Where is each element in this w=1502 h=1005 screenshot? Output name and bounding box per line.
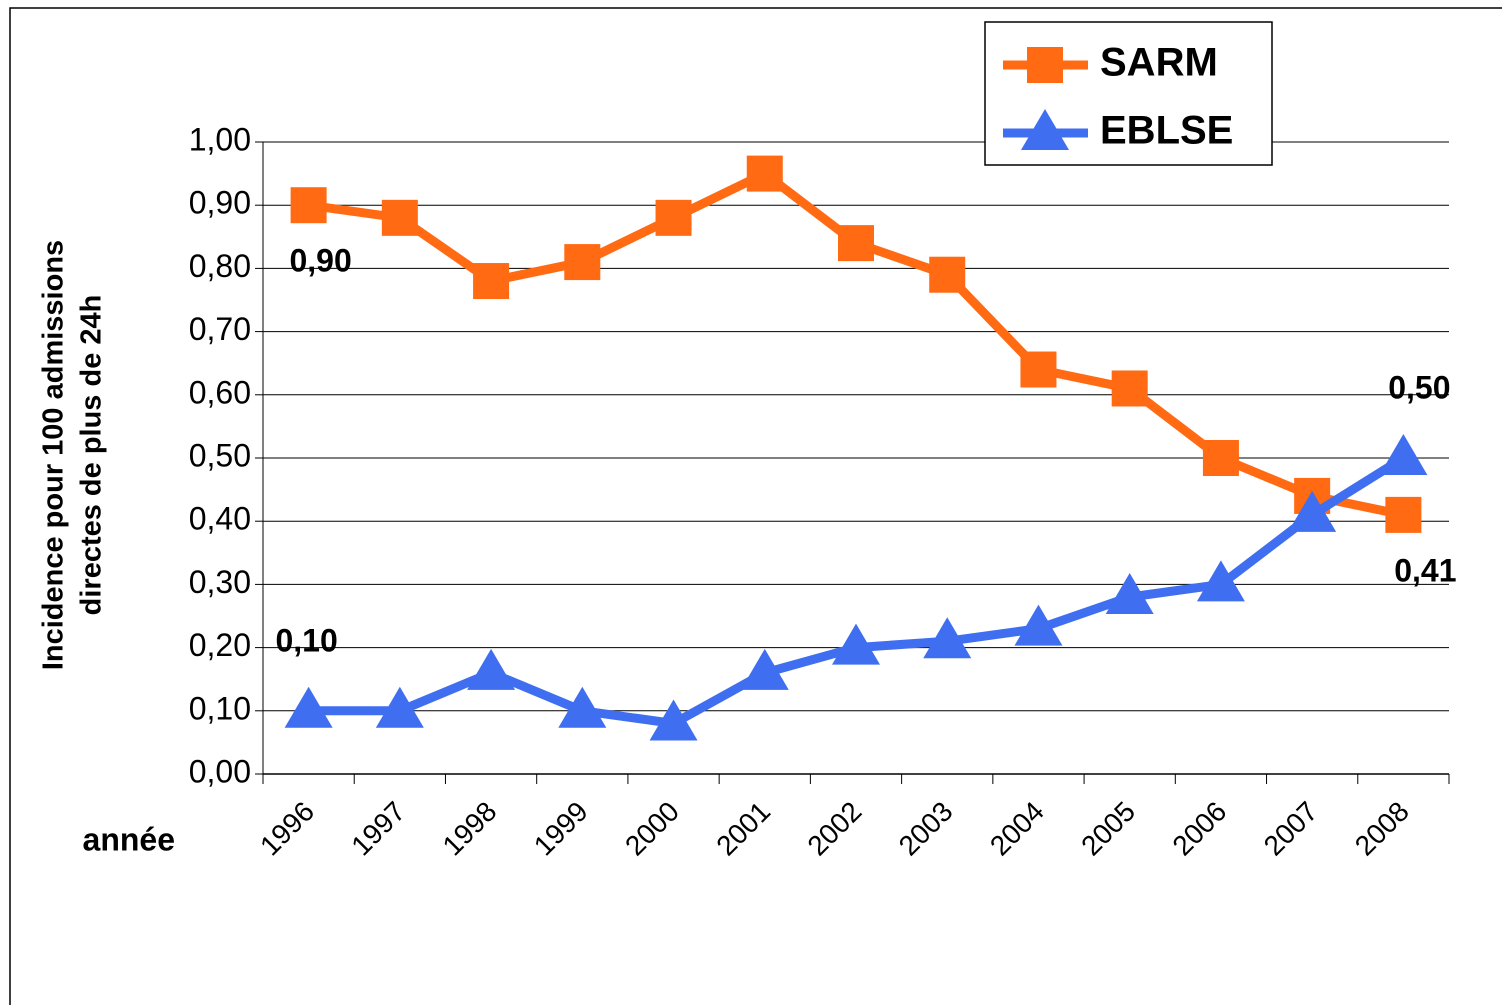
data-label: 0,41 [1394,552,1456,588]
y-tick-label: 0,00 [189,753,251,789]
y-axis-title-line: Incidence pour 100 admissions [38,240,70,670]
y-tick-label: 0,70 [189,311,251,347]
data-point [564,244,601,281]
y-axis-title: Incidence pour 100 admissions directes d… [38,240,108,670]
x-tick-label: 2002 [801,796,867,862]
x-tick-label: 2004 [984,796,1050,862]
x-tick-label: 2001 [710,796,776,862]
data-point [375,686,424,728]
data-point [838,225,874,262]
data-point [746,155,783,192]
legend-label: EBLSE [1100,109,1233,153]
data-point [929,256,966,293]
data-point [558,686,607,728]
data-point [1202,440,1239,476]
data-point [649,699,698,741]
x-tick-label: 2005 [1075,796,1141,862]
x-tick-label: 1997 [345,796,411,862]
x-tick-label: 2003 [893,796,959,862]
data-point [1379,434,1428,475]
data-point [1020,351,1057,388]
legend-label: SARM [1100,41,1218,85]
x-tick-label: 2000 [619,796,685,862]
y-tick-label: 0,90 [189,185,251,221]
y-tick-label: 0,20 [189,627,251,663]
x-axis-title: année [83,821,175,857]
y-tick-label: 0,30 [189,564,251,600]
data-label: 0,10 [275,622,337,658]
x-tick-label: 2007 [1258,796,1324,862]
data-point [740,648,789,690]
y-axis-title-line: directes de plus de 24h [76,295,108,616]
data-point [284,686,333,728]
legend: SARM EBLSE [984,21,1273,166]
x-tick-label: 1998 [437,796,503,862]
y-tick-label: 0,40 [189,501,251,537]
data-point [467,648,516,690]
data-point [923,617,972,659]
y-tick-label: 0,50 [189,437,251,473]
y-tick-label: 0,60 [189,374,251,410]
data-point [290,187,327,224]
frame [9,7,1502,1005]
x-tick-label: 2008 [1349,796,1415,862]
y-tick-label: 1,00 [189,121,251,157]
data-point [381,199,418,236]
x-tick-label: 1999 [528,796,594,862]
x-tick-label: 2006 [1166,796,1232,862]
data-point [473,263,510,300]
data-point [1288,490,1337,532]
data-point [655,199,692,236]
data-point [1014,604,1063,646]
legend-marker [1021,109,1069,150]
data-point [1111,370,1148,407]
data-label: 0,50 [1388,369,1450,405]
data-point [1105,573,1154,615]
data-point [1385,496,1422,533]
legend-marker [1027,47,1063,83]
data-label: 0,90 [289,243,351,279]
y-tick-label: 0,80 [189,248,251,284]
data-point [832,623,880,665]
series-line [307,169,1405,520]
data-point [1196,560,1245,602]
y-tick-label: 0,10 [189,690,251,726]
x-tick-label: 1996 [254,796,320,862]
